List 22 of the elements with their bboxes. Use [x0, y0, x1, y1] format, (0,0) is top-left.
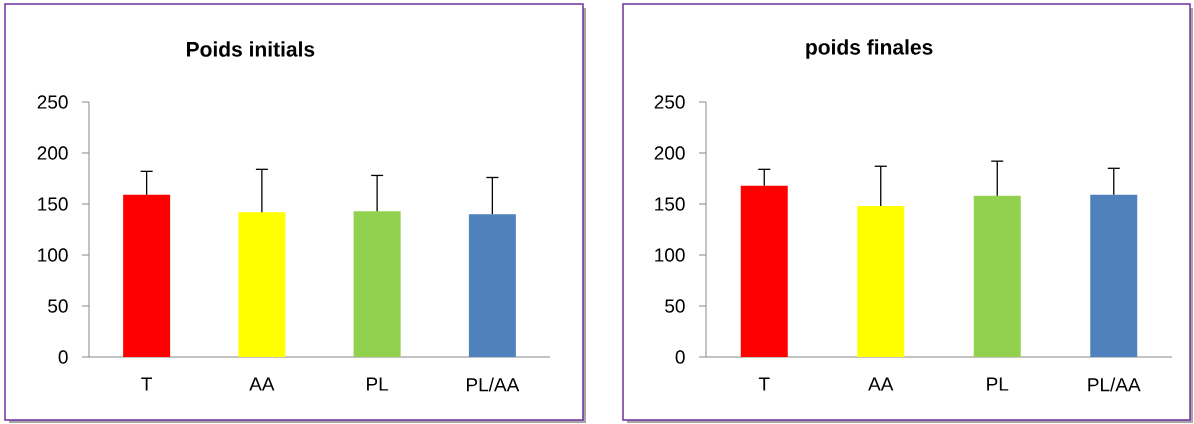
y-tick-label: 0	[675, 350, 685, 364]
x-tick-label: PL	[367, 377, 389, 391]
y-tick-label: 250	[37, 95, 68, 109]
y-tick-label: 0	[58, 350, 68, 364]
x-tick-label: T	[141, 377, 152, 391]
x-tick-label: PL/AA	[1088, 377, 1141, 392]
chart-title: poids finales	[806, 39, 933, 59]
chart-title: Poids initials	[187, 41, 315, 57]
y-tick-label: 250	[654, 95, 685, 109]
x-tick-label: PL	[987, 377, 1009, 391]
y-tick-label: 100	[38, 248, 68, 262]
x-tick-label: PL/AA	[467, 377, 520, 392]
y-tick-label: 200	[654, 146, 685, 160]
x-tick-label: AA	[868, 377, 894, 391]
y-tick-label: 50	[665, 299, 685, 313]
x-tick-label: AA	[249, 377, 275, 391]
x-tick-label: T	[758, 377, 770, 391]
y-tick-label: 150	[655, 197, 685, 211]
y-tick-label: 50	[48, 299, 68, 313]
y-tick-label: 100	[655, 248, 685, 262]
y-tick-label: 200	[37, 146, 68, 160]
y-tick-label: 150	[38, 197, 68, 211]
